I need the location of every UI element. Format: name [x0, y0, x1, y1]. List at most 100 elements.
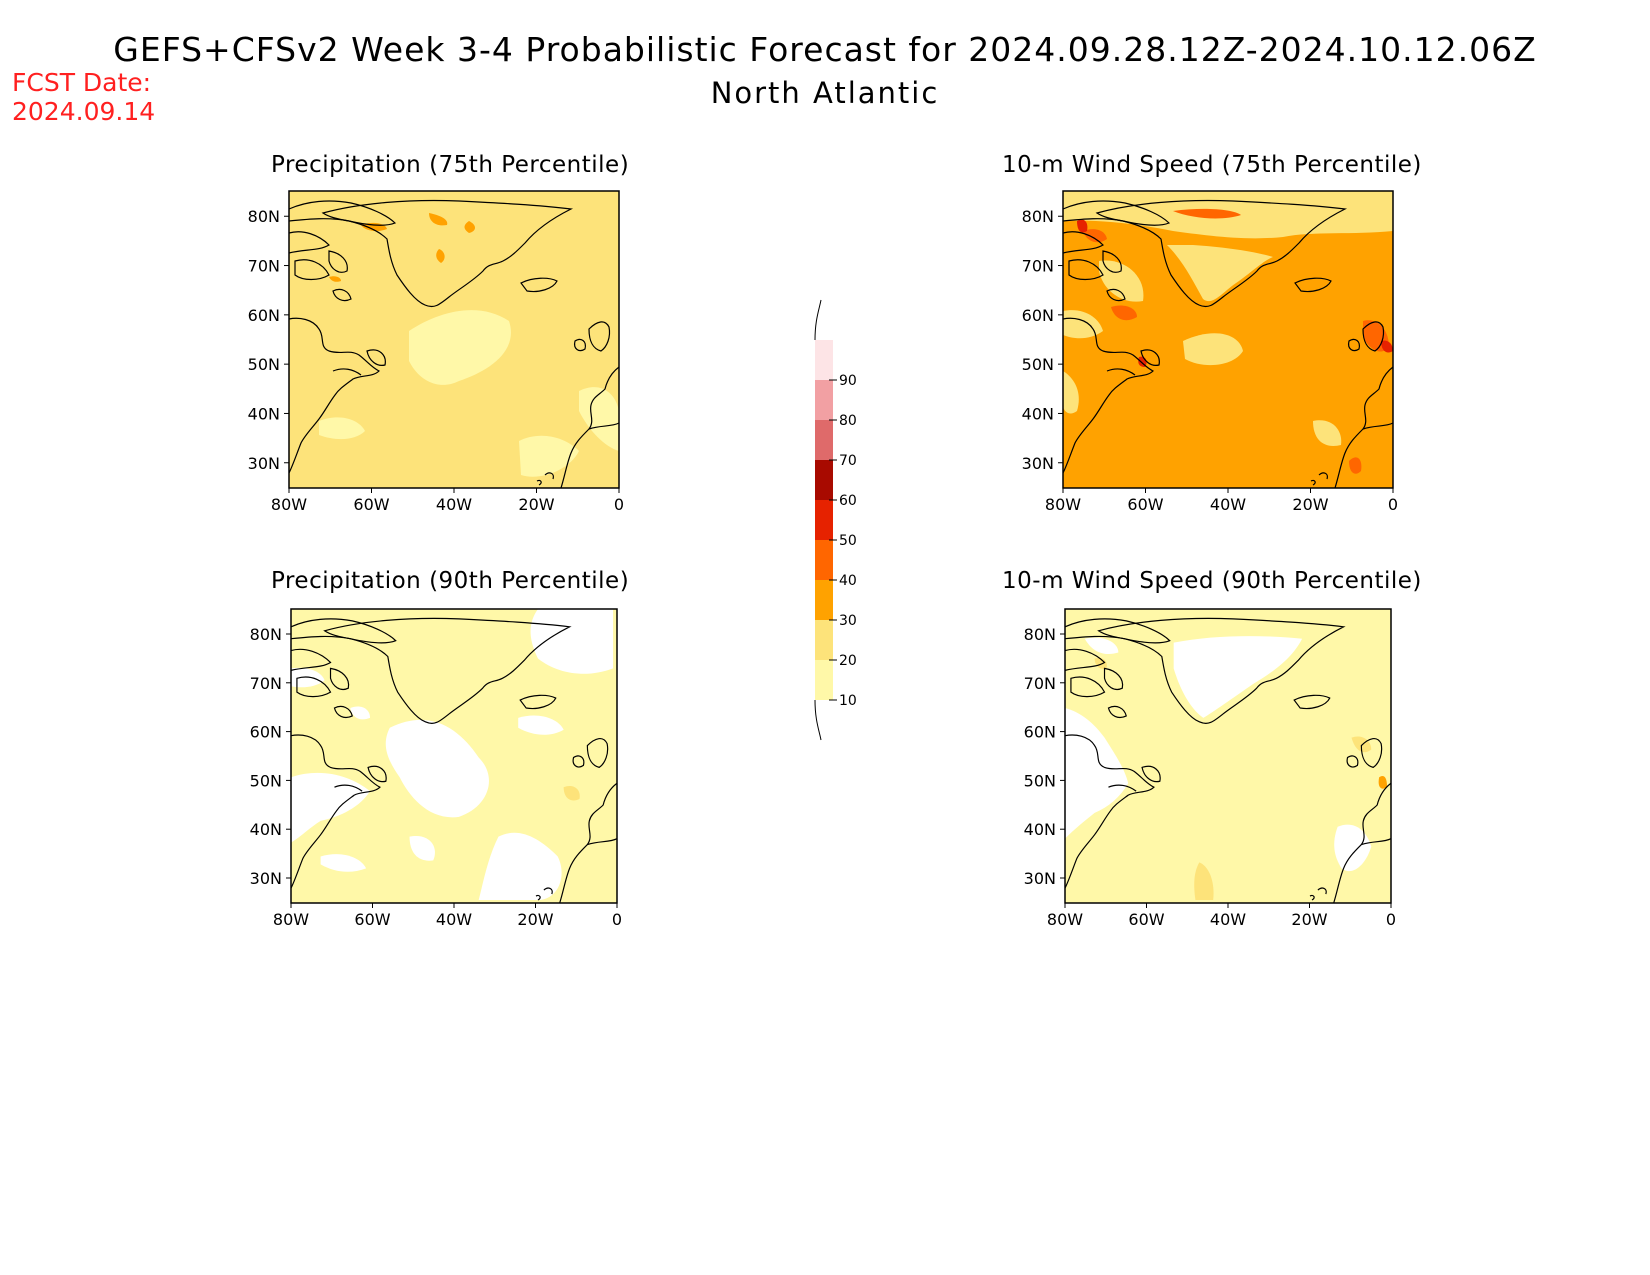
contour-region — [1094, 657, 1107, 669]
map-panel-wind-75: 80N 70N 60N 50N 40N 30N 80W 60W 40W 20W 0 — [1022, 190, 1398, 514]
lat-tick-label: 80N — [1022, 207, 1054, 226]
contour-region — [1173, 208, 1241, 219]
lon-tick-label: 40W — [436, 495, 472, 514]
lon-tick-label: 60W — [1128, 910, 1164, 929]
contour-region — [1378, 776, 1388, 789]
contour-region — [579, 387, 619, 451]
contour-region — [1351, 736, 1372, 753]
colorbar-swatch-50-60 — [815, 500, 833, 540]
colorbar-level-label: 60 — [839, 493, 857, 509]
lat-tick-label: 40N — [248, 404, 280, 423]
lat-tick-label: 30N — [1022, 454, 1054, 473]
region-subtitle: North Atlantic — [710, 76, 940, 110]
contour-region — [519, 435, 579, 477]
colorbar-swatch-90+ — [815, 340, 833, 380]
colorbar-level-label: 90 — [839, 373, 857, 389]
lat-tick-label: 70N — [250, 674, 282, 693]
lat-tick-label: 80N — [248, 207, 280, 226]
colorbar-swatch-60-70 — [815, 460, 833, 500]
contour-region — [1077, 219, 1088, 233]
contour-region — [350, 706, 371, 720]
lat-tick-label: 60N — [248, 306, 280, 325]
contour-region — [1111, 305, 1137, 321]
forecast-date-block: FCST Date: 2024.09.14 — [12, 68, 155, 126]
lon-tick-label: 0 — [612, 910, 622, 929]
figure-title: GEFS+CFSv2 Week 3-4 Probabilistic Foreca… — [113, 30, 1537, 69]
lon-tick-label: 60W — [353, 495, 389, 514]
colorbar-swatch-80-90 — [815, 380, 833, 420]
contour-region — [291, 772, 371, 843]
lon-tick-label: 20W — [518, 495, 554, 514]
colorbar-swatch-40-50 — [815, 540, 833, 580]
contour-region — [478, 832, 562, 901]
colorbar-level-label: 40 — [839, 573, 857, 589]
contour-region — [409, 310, 511, 385]
contour-region — [1334, 824, 1372, 872]
colorbar-level-label: 80 — [839, 413, 857, 429]
map-panel-wind-90: 80N 70N 60N 50N 40N 30N 80W 60W 40W 20W 0 — [1024, 608, 1396, 929]
panel-title-precip-90: Precipitation (90th Percentile) — [271, 568, 630, 594]
contour-region — [429, 213, 448, 226]
contour-region — [385, 719, 489, 818]
colorbar-swatch-10-20 — [815, 660, 833, 700]
contour-region — [1313, 420, 1342, 446]
contour-region — [1083, 229, 1107, 243]
lon-tick-label: 0 — [614, 495, 624, 514]
lon-tick-label: 80W — [273, 910, 309, 929]
panel-title-wind-75: 10-m Wind Speed (75th Percentile) — [1002, 152, 1422, 178]
map-panel-precip-90: 80N 70N 60N 50N 40N 30N 80W 60W 40W 20W 0 — [250, 608, 622, 929]
contour-region — [1183, 333, 1243, 366]
lon-tick-label: 40W — [1210, 495, 1246, 514]
lat-tick-label: 30N — [1024, 869, 1056, 888]
contour-region — [1349, 457, 1362, 474]
contour-region — [1084, 637, 1119, 655]
colorbar-level-label: 30 — [839, 613, 857, 629]
lon-tick-label: 20W — [517, 910, 553, 929]
forecast-date-label: FCST Date: — [12, 68, 152, 97]
lon-tick-label: 40W — [436, 910, 472, 929]
lat-tick-label: 30N — [250, 869, 282, 888]
lat-tick-label: 60N — [1024, 723, 1056, 742]
contour-region — [1381, 340, 1393, 353]
lon-tick-label: 80W — [1045, 495, 1081, 514]
contour-region — [319, 417, 365, 440]
lat-tick-label: 70N — [248, 257, 280, 276]
contour-region — [329, 276, 341, 282]
lat-tick-label: 50N — [248, 355, 280, 374]
contour-region — [518, 715, 564, 735]
lat-tick-label: 50N — [1024, 771, 1056, 790]
lat-tick-label: 40N — [1024, 820, 1056, 839]
lon-tick-label: 80W — [1047, 910, 1083, 929]
colorbar-level-label: 50 — [839, 533, 857, 549]
forecast-date-value: 2024.09.14 — [12, 97, 156, 126]
lon-tick-label: 20W — [1291, 910, 1327, 929]
lat-tick-label: 80N — [250, 625, 282, 644]
contour-region — [1173, 636, 1303, 718]
lon-tick-label: 20W — [1292, 495, 1328, 514]
contour-region — [1063, 371, 1079, 414]
contour-region — [320, 854, 367, 872]
contour-region — [1065, 707, 1129, 839]
lat-tick-label: 50N — [250, 771, 282, 790]
colorbar: 10 20 30 40 50 60 70 80 90 — [814, 299, 857, 741]
lon-tick-label: 0 — [1386, 910, 1396, 929]
lat-tick-label: 70N — [1024, 674, 1056, 693]
contour-region — [436, 249, 445, 263]
colorbar-level-label: 70 — [839, 453, 857, 469]
lon-tick-label: 60W — [1127, 495, 1163, 514]
lat-tick-label: 70N — [1022, 257, 1054, 276]
map-panel-precip-75: 80N 70N 60N 50N 40N 30N 80W 60W 40W 20W 0 — [248, 190, 624, 514]
panel-title-wind-90: 10-m Wind Speed (90th Percentile) — [1002, 568, 1422, 594]
contour-region — [409, 835, 435, 861]
lat-tick-label: 40N — [1022, 404, 1054, 423]
lon-tick-label: 40W — [1210, 910, 1246, 929]
colorbar-level-label: 10 — [839, 693, 857, 709]
lat-tick-label: 80N — [1024, 625, 1056, 644]
lat-tick-label: 60N — [250, 723, 282, 742]
colorbar-swatch-20-30 — [815, 620, 833, 660]
contour-region — [464, 221, 475, 233]
contour-region — [1167, 245, 1273, 302]
contour-region — [1063, 310, 1103, 339]
panel-title-precip-75: Precipitation (75th Percentile) — [271, 152, 630, 178]
